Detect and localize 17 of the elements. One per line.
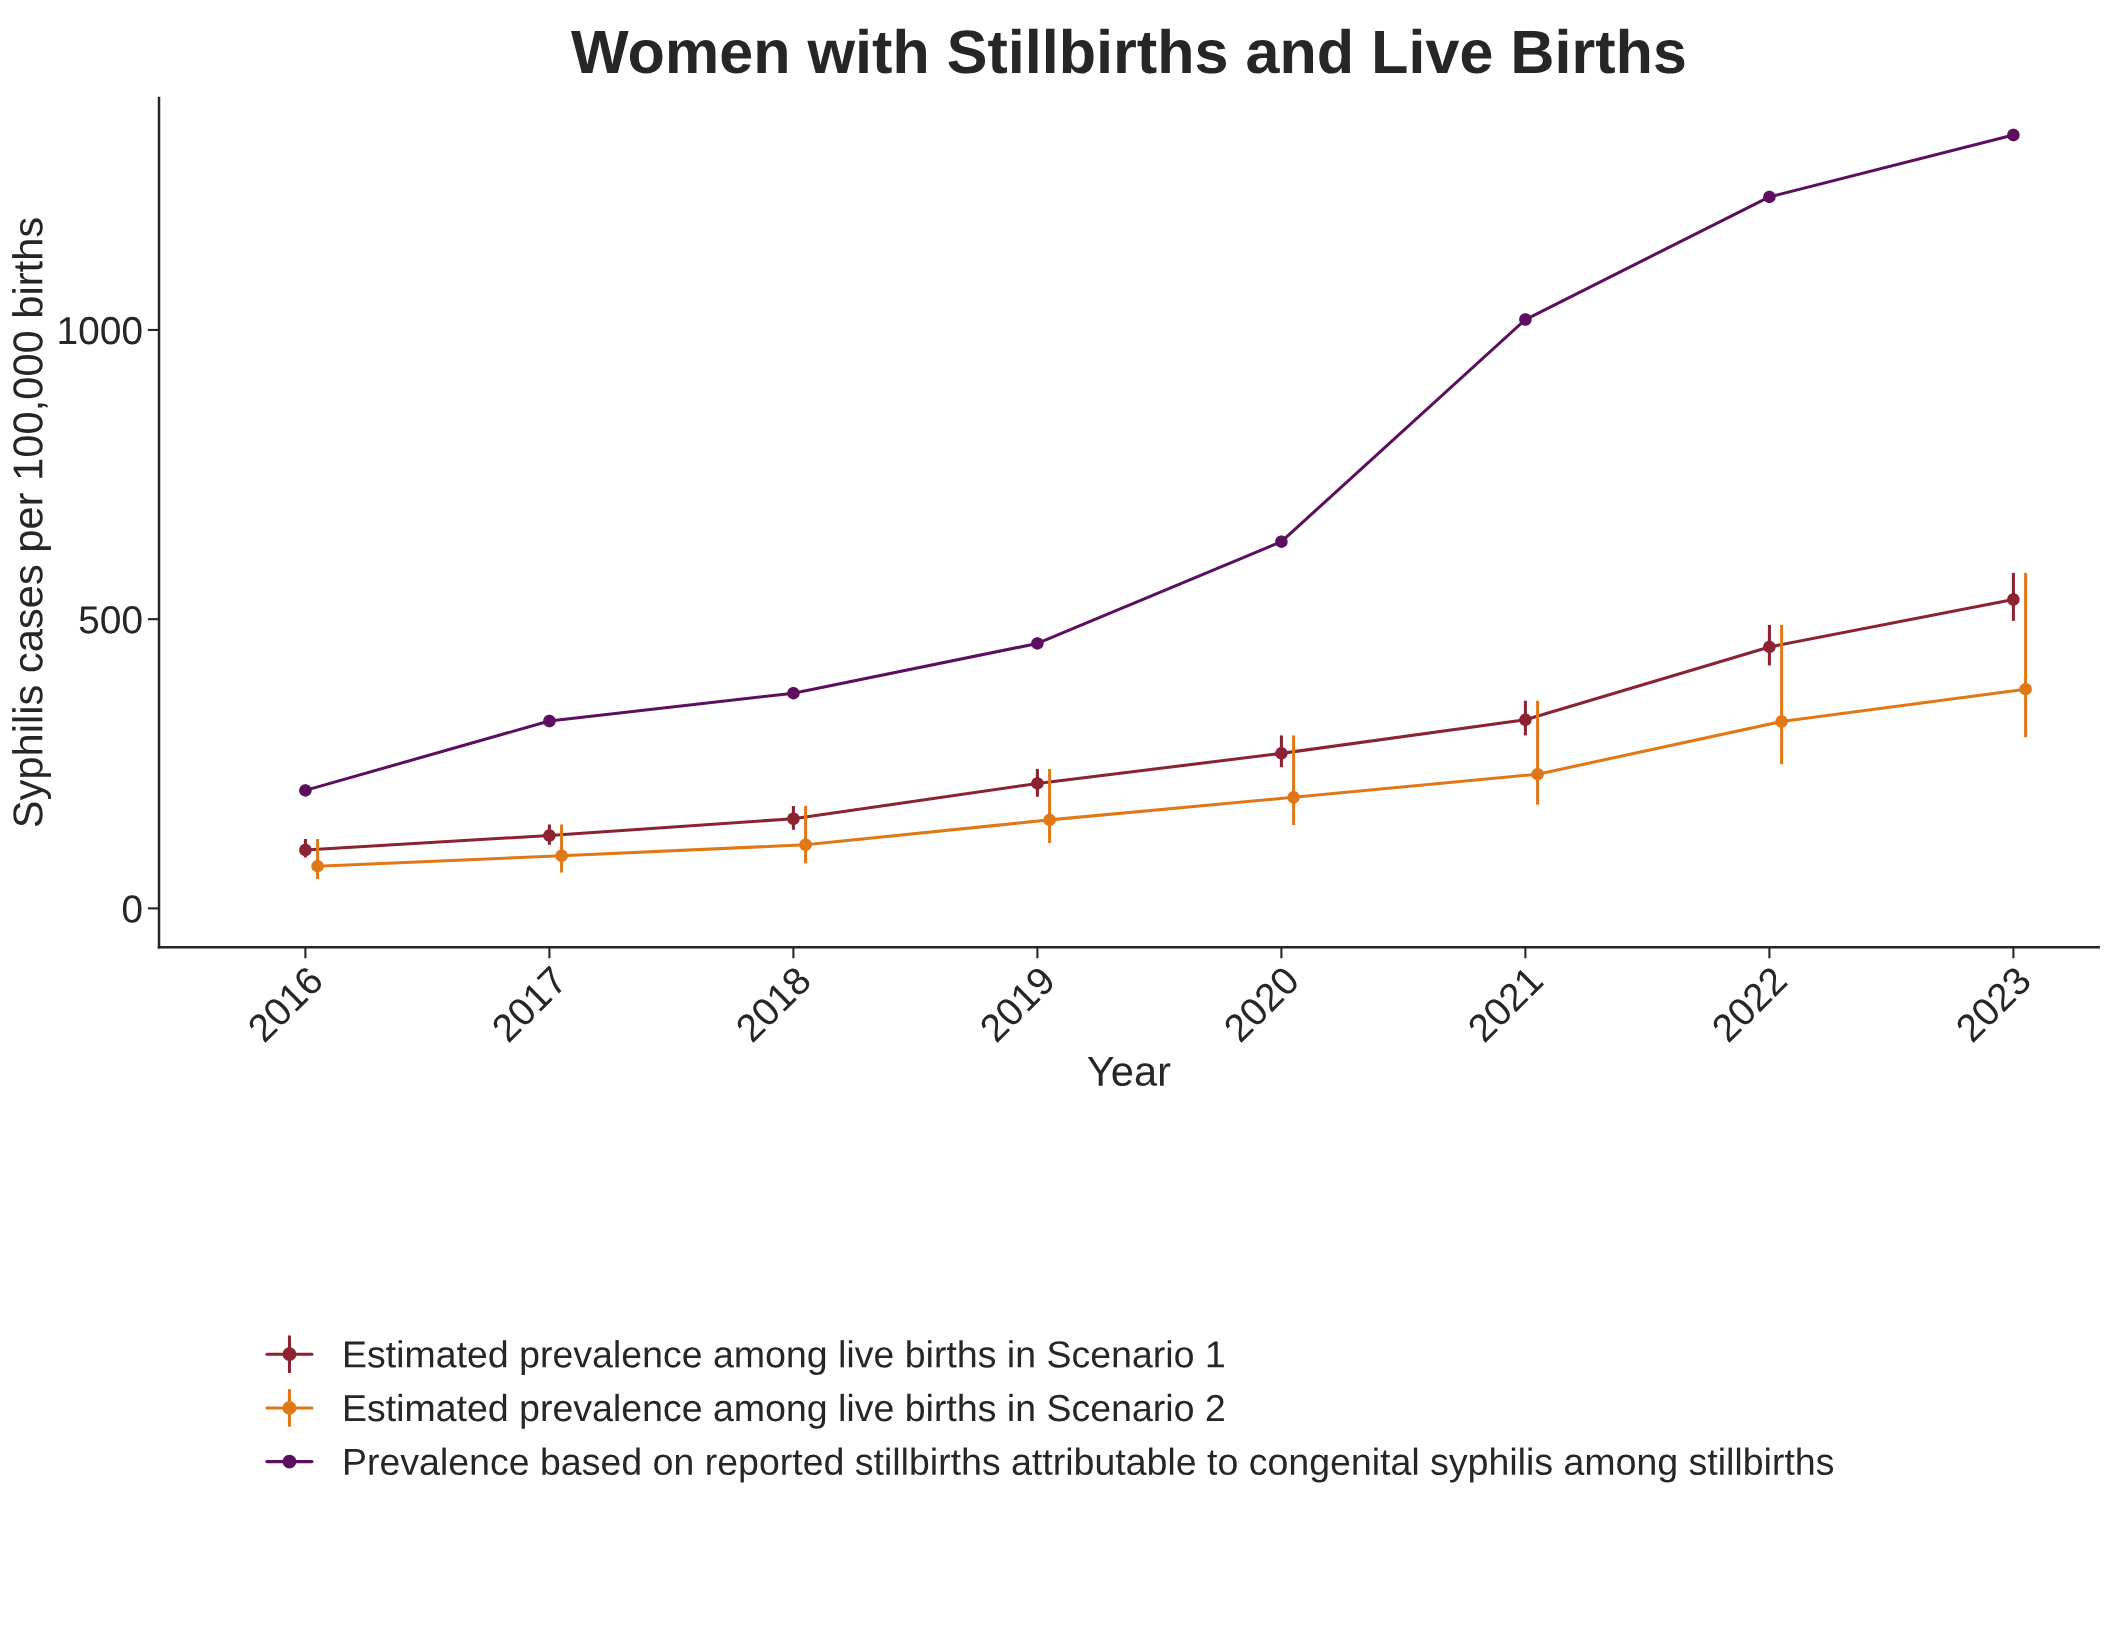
point <box>1275 535 1288 548</box>
point <box>787 686 800 700</box>
point <box>543 714 556 728</box>
x-axis-title: Year <box>1087 1057 1171 1087</box>
chart-title: Women with Stillbirths and Live Births <box>571 28 1685 74</box>
legend-label: Estimated prevalence among live births in Scenario 1 <box>345 1340 1224 1376</box>
point <box>2007 128 2020 142</box>
legend-label: Prevalence based on reported stillbirths attributable to congenital syphilis among stillbirths <box>345 1447 1834 1483</box>
point <box>1031 637 1044 650</box>
point <box>1763 190 1776 204</box>
y-tick-label: 500 <box>79 606 142 634</box>
point <box>1519 313 1532 326</box>
y-axis-title: Syphilis cases per 100,000 births <box>12 218 51 827</box>
y-tick-label: 1000 <box>59 316 142 345</box>
point <box>299 784 312 797</box>
legend-label: Estimated prevalence among live births in Scenario 2 <box>345 1393 1224 1429</box>
y-tick-label: 0 <box>122 895 142 923</box>
